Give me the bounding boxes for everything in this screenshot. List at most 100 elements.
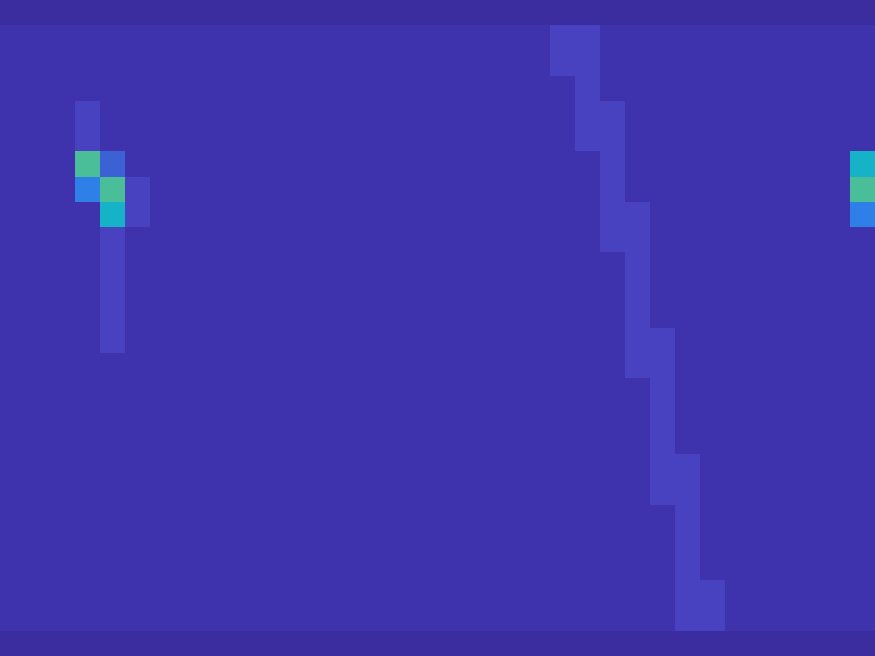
cell: [375, 378, 401, 404]
cell: [150, 454, 176, 480]
cell: [425, 530, 451, 556]
cell: [550, 454, 576, 480]
cell: [600, 177, 626, 203]
cell: [725, 76, 751, 102]
cell: [500, 328, 526, 354]
cell: [425, 378, 451, 404]
cell: [650, 76, 676, 102]
cell: [400, 378, 426, 404]
cell: [0, 303, 26, 329]
cell: [25, 278, 51, 304]
cell: [100, 505, 126, 531]
cell: [725, 151, 751, 177]
cell: [475, 50, 501, 76]
cell: [150, 378, 176, 404]
cell: [400, 555, 426, 581]
cell: [500, 303, 526, 329]
cell: [675, 580, 701, 606]
cell: [675, 227, 701, 253]
cell: [550, 126, 576, 152]
cell: [225, 151, 251, 177]
cell: [75, 278, 101, 304]
cell: [125, 76, 151, 102]
cell: [350, 505, 376, 531]
cell: [625, 479, 651, 505]
cell: [200, 227, 226, 253]
cell: [250, 252, 276, 278]
cell: [75, 25, 101, 51]
cell: [375, 76, 401, 102]
cell: [275, 76, 301, 102]
cell: [175, 454, 201, 480]
cell: [250, 151, 276, 177]
cell: [225, 353, 251, 379]
cell: [400, 303, 426, 329]
cell: [825, 76, 851, 102]
cell: [350, 151, 376, 177]
cell: [425, 454, 451, 480]
cell: [550, 631, 576, 656]
cell: [825, 429, 851, 455]
cell: [650, 101, 676, 127]
cell: [825, 50, 851, 76]
cell: [225, 25, 251, 51]
cell: [650, 505, 676, 531]
cell: [625, 76, 651, 102]
cell: [850, 378, 875, 404]
cell: [675, 0, 701, 26]
cell: [375, 404, 401, 430]
cell: [175, 50, 201, 76]
cell: [850, 606, 875, 632]
cell: [400, 0, 426, 26]
cell: [200, 50, 226, 76]
cell: [500, 101, 526, 127]
cell: [375, 101, 401, 127]
cell: [325, 50, 351, 76]
cell: [850, 303, 875, 329]
cell: [675, 50, 701, 76]
cell: [800, 0, 826, 26]
cell: [325, 404, 351, 430]
cell: [50, 202, 76, 228]
cell: [825, 353, 851, 379]
cell: [325, 252, 351, 278]
cell: [500, 151, 526, 177]
cell: [150, 126, 176, 152]
cell: [600, 378, 626, 404]
cell: [75, 0, 101, 26]
cell: [150, 328, 176, 354]
cell: [700, 479, 726, 505]
cell: [450, 151, 476, 177]
cell: [375, 479, 401, 505]
cell: [625, 227, 651, 253]
cell: [50, 126, 76, 152]
cell: [75, 404, 101, 430]
cell: [125, 151, 151, 177]
cell: [550, 177, 576, 203]
cell: [225, 378, 251, 404]
cell: [350, 25, 376, 51]
cell: [425, 404, 451, 430]
cell: [500, 606, 526, 632]
cell: [750, 126, 776, 152]
cell: [475, 353, 501, 379]
cell: [550, 580, 576, 606]
cell: [625, 530, 651, 556]
cell: [25, 151, 51, 177]
cell: [800, 606, 826, 632]
cell: [425, 429, 451, 455]
cell: [125, 50, 151, 76]
cell: [400, 25, 426, 51]
cell: [275, 202, 301, 228]
cell: [675, 252, 701, 278]
cell: [300, 76, 326, 102]
cell: [0, 101, 26, 127]
cell: [475, 631, 501, 656]
cell: [650, 378, 676, 404]
cell: [500, 76, 526, 102]
cell: [275, 252, 301, 278]
cell: [550, 76, 576, 102]
cell: [450, 353, 476, 379]
cell: [275, 631, 301, 656]
cell: [600, 353, 626, 379]
